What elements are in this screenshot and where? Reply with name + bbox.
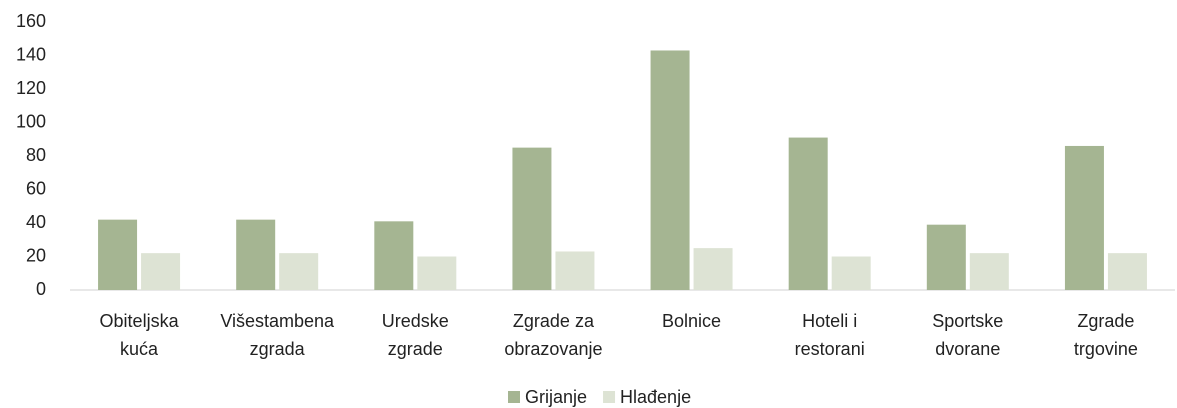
x-tick-label-line: dvorane	[935, 339, 1000, 359]
x-tick-label: Hoteli i restorani	[795, 311, 865, 359]
legend-swatch	[603, 391, 616, 403]
x-tick-label-line: obrazovanje	[504, 339, 602, 359]
x-tick-label-line: restorani	[795, 339, 865, 359]
bar	[141, 253, 181, 290]
bar	[236, 219, 276, 290]
x-tick-label-line: Zgrade za	[513, 311, 595, 331]
y-tick-label: 140	[16, 44, 46, 64]
x-tick-label-line: Višestambena	[220, 311, 335, 331]
y-tick-label: 0	[36, 279, 46, 299]
x-tick-label-line: zgrada	[250, 339, 306, 359]
bar	[969, 253, 1009, 290]
bar	[650, 50, 690, 290]
bar	[926, 224, 966, 290]
x-tick-label-line: Uredske	[382, 311, 449, 331]
x-tick-label: Obiteljska kuća	[100, 311, 180, 359]
y-tick-label: 80	[26, 145, 46, 165]
bar	[788, 137, 828, 290]
x-tick-label: Uredske zgrade	[382, 311, 449, 359]
x-tick-label: Sportske dvorane	[932, 311, 1003, 359]
bar	[1107, 253, 1147, 290]
legend-swatch	[508, 391, 520, 403]
y-tick-label: 60	[26, 178, 46, 198]
y-tick-label: 120	[16, 78, 46, 98]
legend-label: Hlađenje	[620, 387, 691, 407]
x-tick-label-line: trgovine	[1074, 339, 1138, 359]
y-tick-label: 20	[26, 245, 46, 265]
bar	[1064, 145, 1104, 290]
bar	[831, 256, 871, 290]
x-tick-label-line: Hoteli i	[802, 311, 857, 331]
bar	[555, 251, 595, 290]
x-tick-label-line: Obiteljska	[100, 311, 180, 331]
x-tick-label: Višestambena zgrada	[220, 311, 335, 359]
y-tick-label: 160	[16, 11, 46, 31]
x-tick-label: Zgrade trgovine	[1074, 311, 1138, 359]
y-tick-label: 100	[16, 111, 46, 131]
bar	[98, 219, 138, 290]
x-tick-label-line: Bolnice	[662, 311, 721, 331]
bar	[279, 253, 319, 290]
x-tick-label-line: kuća	[120, 339, 159, 359]
x-tick-label-line: Sportske	[932, 311, 1003, 331]
x-tick-label: Zgrade za obrazovanje	[504, 311, 602, 359]
x-tick-label: Bolnice	[662, 311, 721, 331]
legend-label: Grijanje	[525, 387, 587, 407]
x-tick-label-line: Zgrade	[1077, 311, 1134, 331]
x-tick-label-line: zgrade	[388, 339, 443, 359]
bar	[374, 221, 414, 290]
bar	[512, 147, 552, 290]
bar	[417, 256, 457, 290]
bar	[693, 248, 733, 290]
y-tick-label: 40	[26, 212, 46, 232]
